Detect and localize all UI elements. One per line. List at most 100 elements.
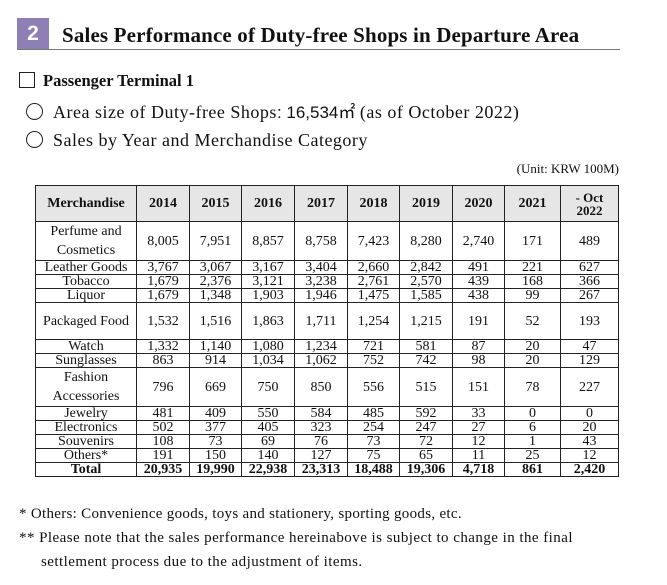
value-cell: 1,348 (189, 288, 242, 303)
value-cell: 108 (136, 434, 190, 449)
value-cell: 171 (504, 221, 561, 261)
value-cell: 75 (347, 448, 400, 463)
value-cell: 43 (560, 434, 619, 449)
merchandise-cell: Others* (35, 448, 137, 463)
table-row: Souvenirs 108 73 69 76 73 72 12 1 43 (35, 434, 619, 449)
value-cell: 267 (560, 288, 619, 303)
merchandise-cell: Fashion Accessories (35, 367, 137, 407)
value-cell: 2,376 (189, 274, 242, 289)
value-cell: 72 (399, 434, 453, 449)
value-cell: 1,080 (241, 339, 295, 354)
value-cell: 140 (241, 448, 295, 463)
header-cell: 2021 (504, 185, 561, 222)
header-cell: 2018 (347, 185, 400, 222)
value-cell: 33 (452, 406, 505, 421)
value-cell: 1,034 (241, 353, 295, 368)
header-cell-oct-2022: - Oct 2022 (560, 185, 619, 222)
area-size-value: : 16,534㎡ (276, 103, 356, 122)
section-number-badge: 2 (17, 18, 49, 50)
merchandise-cell: Leather Goods (35, 260, 137, 275)
value-cell: 129 (560, 353, 619, 368)
value-cell: 3,404 (294, 260, 348, 275)
value-cell: 550 (241, 406, 295, 421)
value-cell: 750 (241, 367, 295, 407)
sales-table: Merchandise 2014 2015 2016 2017 2018 201… (35, 185, 619, 477)
header-cell: 2017 (294, 185, 348, 222)
value-cell: 25 (504, 448, 561, 463)
value-cell: 1,234 (294, 339, 348, 354)
value-cell: 150 (189, 448, 242, 463)
value-cell: 752 (347, 353, 400, 368)
value-cell: 254 (347, 420, 400, 435)
square-bullet-icon (19, 72, 35, 88)
value-cell: 20 (560, 420, 619, 435)
sales-by-year-label: Sales by Year and Merchandise Category (53, 130, 368, 150)
value-cell: 1,863 (241, 302, 295, 340)
value-cell: 20 (504, 353, 561, 368)
value-cell: 489 (560, 221, 619, 261)
value-cell: 592 (399, 406, 453, 421)
value-cell: 2,761 (347, 274, 400, 289)
merchandise-cell: Total (35, 462, 137, 477)
value-cell: 1,140 (189, 339, 242, 354)
total-row: Total 20,935 19,990 22,938 23,313 18,488 19,30… (35, 462, 619, 477)
value-cell: 8,005 (136, 221, 190, 261)
value-cell: 481 (136, 406, 190, 421)
merchandise-cell: Liquor (35, 288, 137, 303)
section-header: 2 Sales Performance of Duty-free Shops i… (17, 18, 620, 50)
footnote-disclaimer-cont: settlement process due to the adjustment… (41, 554, 363, 570)
merchandise-cell: Electronics (35, 420, 137, 435)
value-cell: 8,758 (294, 221, 348, 261)
table-row: Packaged Food 1,532 1,516 1,863 1,711 1,254 1,… (35, 302, 619, 340)
value-cell: 27 (452, 420, 505, 435)
value-cell: 76 (294, 434, 348, 449)
value-cell: 12 (452, 434, 505, 449)
value-cell: 438 (452, 288, 505, 303)
value-cell: 3,067 (189, 260, 242, 275)
value-cell: 0 (504, 406, 561, 421)
merchandise-cell: Watch (35, 339, 137, 354)
value-cell: 98 (452, 353, 505, 368)
value-cell: 485 (347, 406, 400, 421)
subsection-heading: Passenger Terminal 1 (19, 71, 194, 95)
value-cell: 191 (452, 302, 505, 340)
value-cell: 127 (294, 448, 348, 463)
value-cell: 863 (136, 353, 190, 368)
value-cell: 78 (504, 367, 561, 407)
value-cell: 7,423 (347, 221, 400, 261)
value-cell: 742 (399, 353, 453, 368)
value-cell: 1,475 (347, 288, 400, 303)
header-cell: 2014 (136, 185, 190, 222)
value-cell: 12 (560, 448, 619, 463)
value-cell: 861 (504, 462, 561, 477)
header-cell: Merchandise (35, 185, 137, 222)
value-cell: 19,306 (399, 462, 453, 477)
table-row: Jewelry 481 409 550 584 485 592 33 0 0 (35, 406, 619, 421)
value-cell: 1,946 (294, 288, 348, 303)
table-row: Perfume and Cosmetics 8,005 7,951 8,857 8,75… (35, 221, 619, 261)
value-cell: 87 (452, 339, 505, 354)
circle-bullet-icon (26, 131, 43, 148)
circle-bullet-icon (26, 103, 43, 120)
value-cell: 366 (560, 274, 619, 289)
value-cell: 168 (504, 274, 561, 289)
value-cell: 22,938 (241, 462, 295, 477)
value-cell: 99 (504, 288, 561, 303)
value-cell: 2,570 (399, 274, 453, 289)
area-size-label: Area size of Duty-free Shops (53, 102, 277, 122)
value-cell: 377 (189, 420, 242, 435)
value-cell: 2,740 (452, 221, 505, 261)
value-cell: 7,951 (189, 221, 242, 261)
value-cell: 1,679 (136, 274, 190, 289)
value-cell: 151 (452, 367, 505, 407)
value-cell: 2,842 (399, 260, 453, 275)
header-cell: 2019 (399, 185, 453, 222)
value-cell: 8,857 (241, 221, 295, 261)
value-cell: 1,332 (136, 339, 190, 354)
value-cell: 1,215 (399, 302, 453, 340)
value-cell: 1,532 (136, 302, 190, 340)
table-row: Fashion Accessories 796 669 750 850 556 515 151… (35, 367, 619, 407)
value-cell: 221 (504, 260, 561, 275)
value-cell: 1,903 (241, 288, 295, 303)
merchandise-cell: Jewelry (35, 406, 137, 421)
